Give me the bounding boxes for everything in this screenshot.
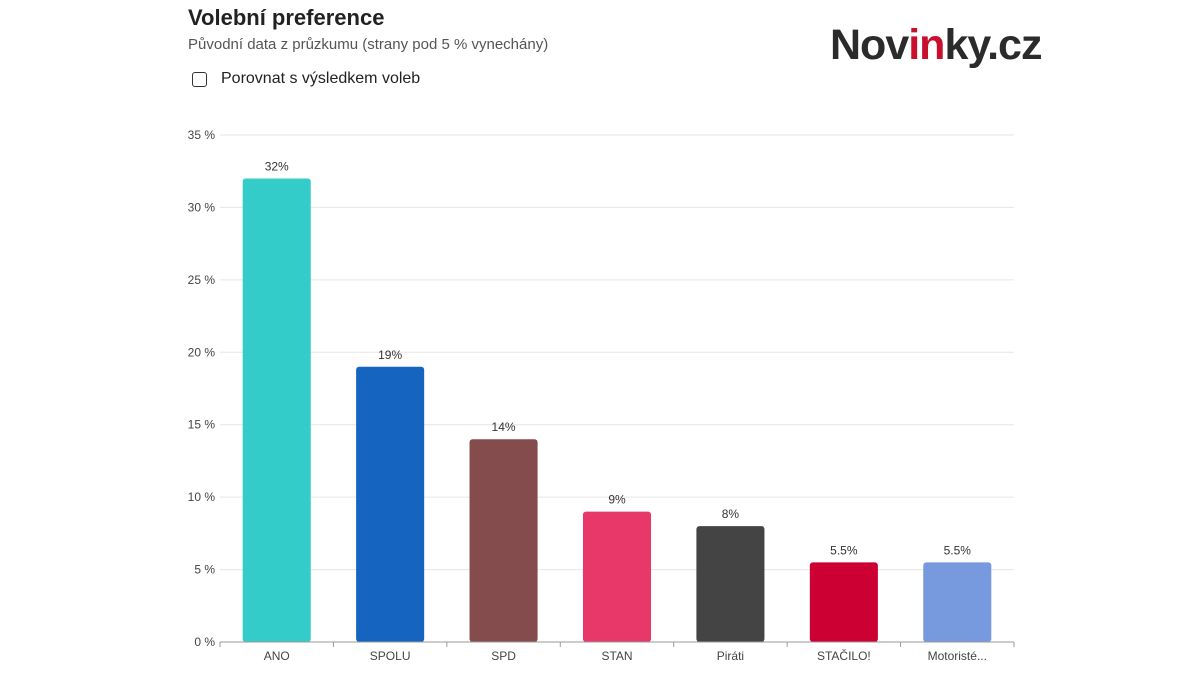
data-label: 9% bbox=[608, 493, 626, 507]
novinky-logo: Novinky.cz bbox=[830, 21, 1042, 69]
y-tick-label: 20 % bbox=[188, 345, 216, 359]
data-label: 8% bbox=[722, 507, 740, 521]
chart-subtitle: Původní data z průzkumu (strany pod 5 % … bbox=[188, 36, 549, 53]
bar bbox=[469, 439, 538, 642]
data-label: 5.5% bbox=[830, 543, 858, 557]
data-label: 32% bbox=[265, 159, 289, 173]
x-tick-label: Motoristé... bbox=[928, 649, 987, 663]
bar bbox=[696, 526, 765, 642]
bar bbox=[242, 178, 311, 642]
logo-text-part3: ky.cz bbox=[944, 21, 1042, 69]
chart-title: Volební preference bbox=[188, 5, 385, 30]
y-tick-label: 25 % bbox=[188, 273, 216, 287]
x-tick-label: SPOLU bbox=[370, 649, 411, 663]
compare-checkbox-label: Porovnat s výsledkem voleb bbox=[221, 70, 421, 87]
x-tick-label: STAČILO! bbox=[817, 648, 871, 663]
x-tick-label: ANO bbox=[264, 649, 290, 663]
y-tick-label: 5 % bbox=[194, 563, 215, 577]
y-tick-label: 15 % bbox=[188, 418, 216, 432]
data-label: 5.5% bbox=[944, 543, 972, 557]
bar bbox=[923, 562, 992, 642]
bar bbox=[809, 562, 878, 642]
bar bbox=[582, 511, 652, 642]
x-tick-label: SPD bbox=[491, 649, 516, 663]
logo-text-part2: in bbox=[908, 21, 945, 69]
bar bbox=[356, 366, 425, 642]
compare-toggle[interactable]: Porovnat s výsledkem voleb bbox=[192, 70, 420, 88]
logo-text-part1: Nov bbox=[830, 21, 909, 69]
y-tick-label: 30 % bbox=[188, 200, 216, 214]
x-tick-label: Piráti bbox=[717, 649, 744, 663]
y-tick-label: 0 % bbox=[194, 635, 215, 649]
y-tick-label: 35 % bbox=[188, 128, 216, 142]
compare-checkbox[interactable] bbox=[192, 71, 207, 87]
data-label: 19% bbox=[378, 348, 402, 362]
y-tick-label: 10 % bbox=[188, 490, 216, 504]
data-label: 14% bbox=[492, 420, 516, 434]
x-tick-label: STAN bbox=[601, 649, 632, 663]
